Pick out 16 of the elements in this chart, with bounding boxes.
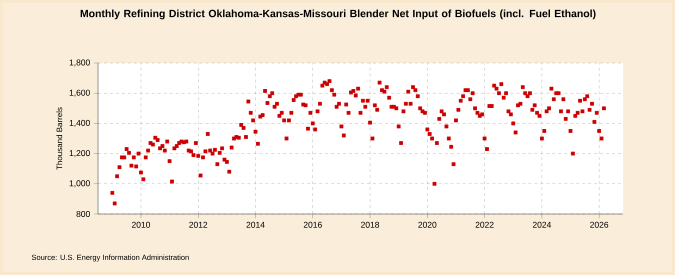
x-tick-label: 2010	[132, 222, 150, 228]
y-tick-label: 800	[76, 211, 90, 217]
y-tick-label: 1,800	[70, 60, 90, 66]
y-tick-label: 1,600	[70, 90, 90, 97]
y-tick-label: 1,000	[70, 180, 90, 188]
x-tick-label: 2022	[476, 222, 494, 228]
chart-title: Monthly Refining District Oklahoma-Kansas-Missouri Blender Net Input of Biofuels (incl. Fuel Ethanol)	[80, 10, 596, 20]
x-tick-label: 2016	[304, 222, 322, 228]
x-tick-label: 2012	[189, 222, 208, 228]
x-tick-label: 2018	[361, 222, 380, 228]
x-tick-label: 2014	[246, 222, 265, 228]
x-tick-label: 2026	[590, 222, 608, 228]
x-tick-label: 2024	[532, 222, 552, 228]
x-tick-label: 2020	[418, 222, 436, 228]
y-tick-label: 1,400	[70, 120, 90, 127]
y-tick-label: 1,200	[70, 150, 90, 158]
